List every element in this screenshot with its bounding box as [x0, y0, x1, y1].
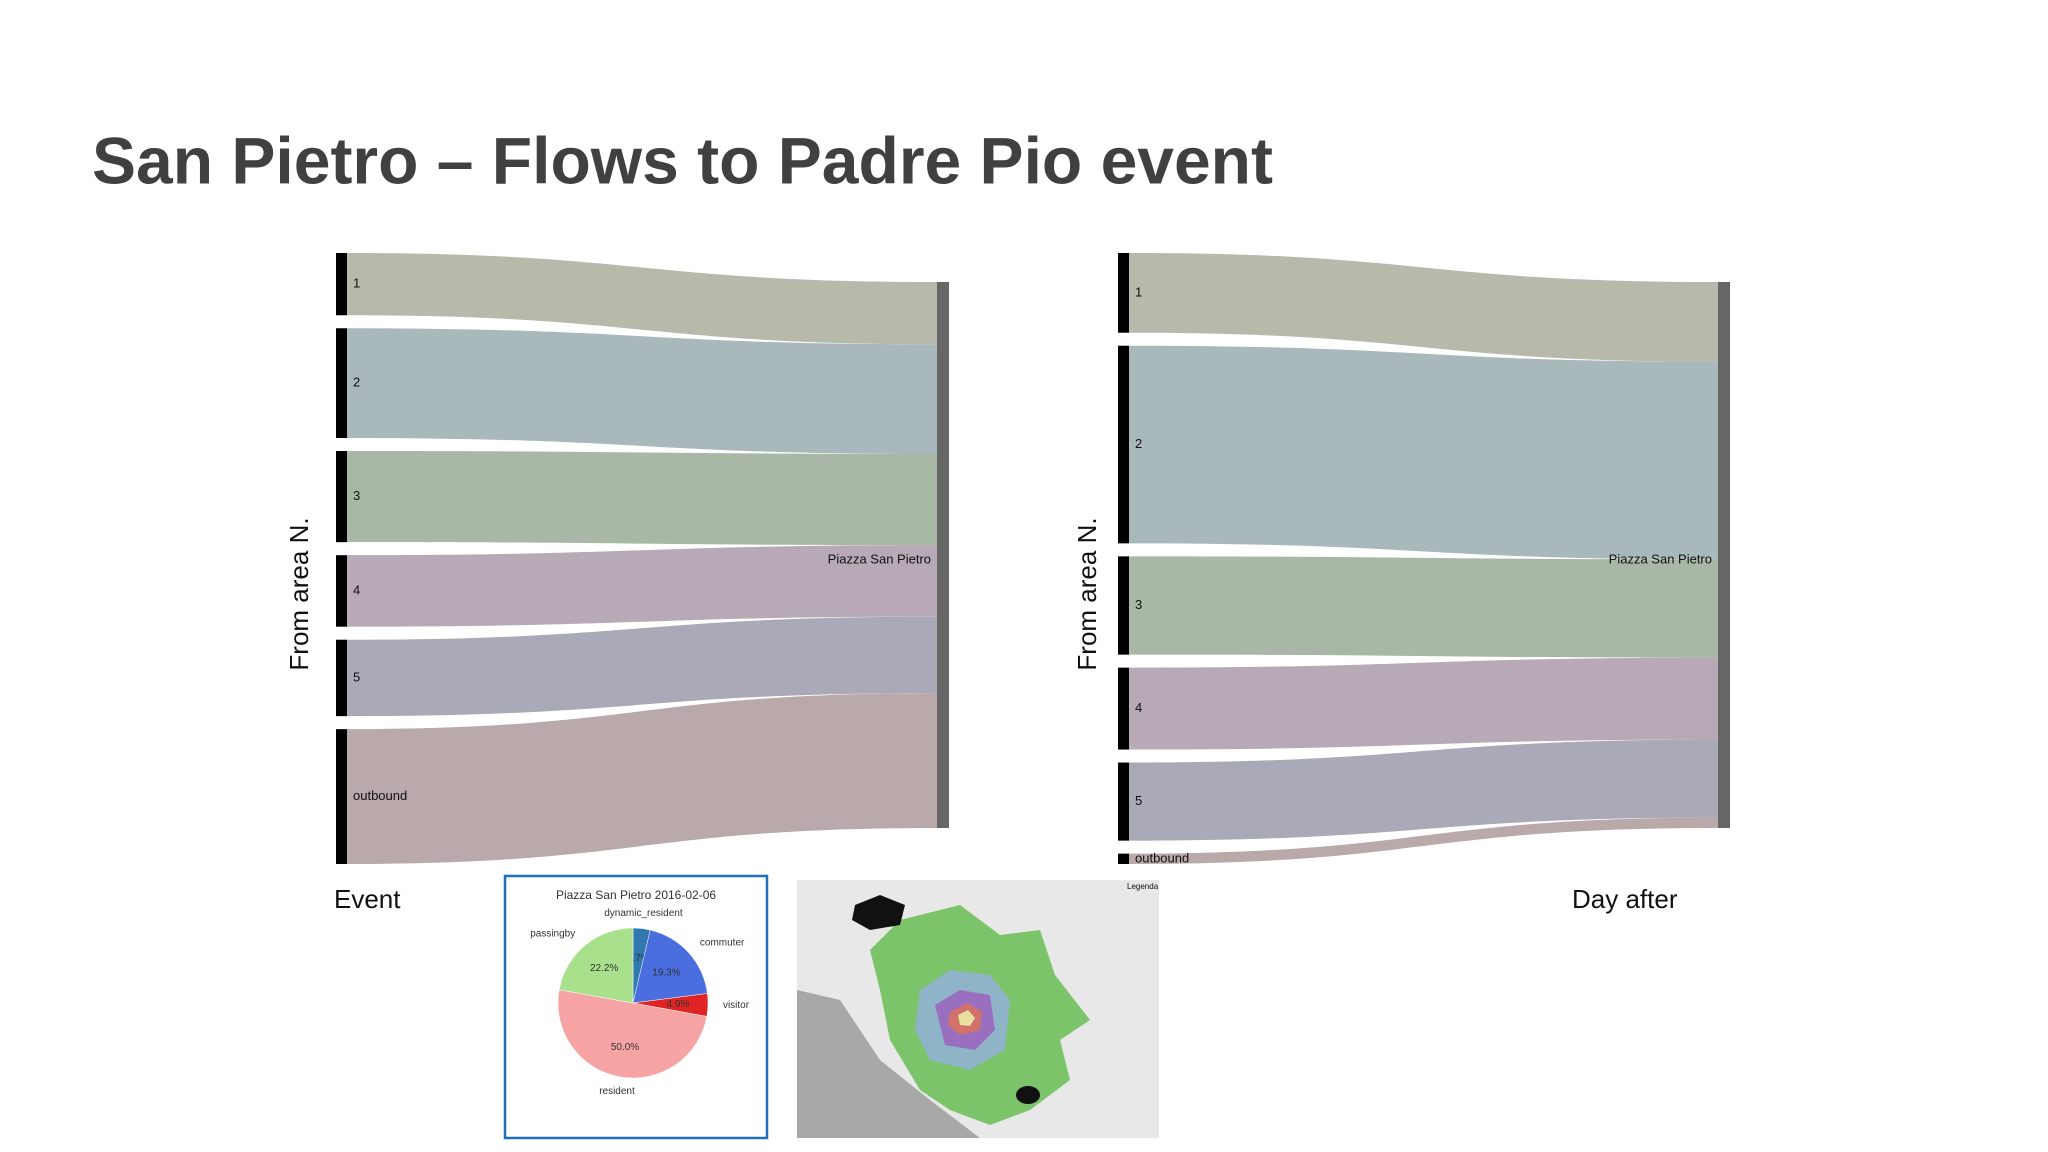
y-axis-label: From area N.	[284, 517, 314, 670]
node-label: 3	[353, 488, 360, 503]
target-label: Piazza San Pietro	[1609, 551, 1712, 566]
flow	[1129, 253, 1718, 362]
slice-label: passingby	[530, 929, 575, 940]
node-label: 4	[353, 582, 360, 597]
source-node	[336, 639, 347, 717]
slide-title: San Pietro – Flows to Padre Pio event	[92, 123, 1273, 197]
slice-label: visitor	[723, 1000, 750, 1011]
slice-value-label: 4.9%	[667, 999, 690, 1010]
slice-label: resident	[599, 1086, 635, 1097]
target-label: Piazza San Pietro	[828, 551, 931, 566]
source-node	[1118, 762, 1129, 841]
y-axis-label: From area N.	[1072, 517, 1102, 670]
flow	[347, 328, 937, 454]
pie-slice	[557, 989, 708, 1079]
slice-value-label: 22.2%	[590, 963, 618, 974]
map-lake	[1016, 1086, 1040, 1104]
source-node	[1118, 853, 1129, 864]
flow	[1129, 556, 1718, 658]
slice-value-label: 19.3%	[652, 968, 680, 979]
node-label: 1	[1135, 284, 1142, 299]
node-label: 2	[353, 375, 360, 390]
flow	[1129, 739, 1718, 841]
source-node	[1118, 345, 1129, 544]
source-node	[1118, 667, 1129, 750]
node-label: outbound	[353, 788, 407, 803]
target-node	[937, 282, 949, 828]
source-node	[336, 328, 347, 438]
map-legend-title: Legenda	[1127, 882, 1159, 891]
target-node	[1718, 282, 1730, 828]
flow	[1129, 345, 1718, 560]
pie-title: Piazza San Pietro 2016-02-06	[556, 888, 716, 902]
node-label: 5	[353, 669, 360, 684]
map-sea	[797, 990, 980, 1138]
source-node	[336, 729, 347, 864]
map-lake	[852, 895, 905, 930]
flow	[347, 545, 937, 627]
flow	[347, 693, 937, 864]
slice-label: dynamic_resident	[604, 908, 683, 919]
flow	[1129, 657, 1718, 750]
source-node	[336, 555, 347, 627]
slice-value-label: 3.7%	[627, 953, 650, 964]
node-label: 2	[1135, 436, 1142, 451]
flow	[347, 450, 937, 546]
x-axis-label: Event	[334, 884, 401, 914]
source-node	[336, 253, 347, 316]
pie-slice	[632, 929, 708, 1004]
flow	[1129, 817, 1718, 864]
source-node	[1118, 556, 1129, 655]
flow	[347, 616, 937, 717]
flow	[347, 253, 937, 345]
node-label: outbound	[1135, 850, 1189, 865]
node-label: 5	[1135, 793, 1142, 808]
map: Legenda	[797, 880, 1159, 1138]
source-node	[1118, 253, 1129, 333]
map-area-1	[958, 1010, 975, 1026]
node-label: 3	[1135, 597, 1142, 612]
x-axis-label: Day after	[1572, 884, 1678, 914]
node-label: 1	[353, 276, 360, 291]
source-node	[336, 450, 347, 543]
pie-slice	[558, 927, 634, 1004]
slice-value-label: 50.0%	[611, 1042, 639, 1053]
slice-label: commuter	[700, 937, 745, 948]
node-label: 4	[1135, 700, 1142, 715]
